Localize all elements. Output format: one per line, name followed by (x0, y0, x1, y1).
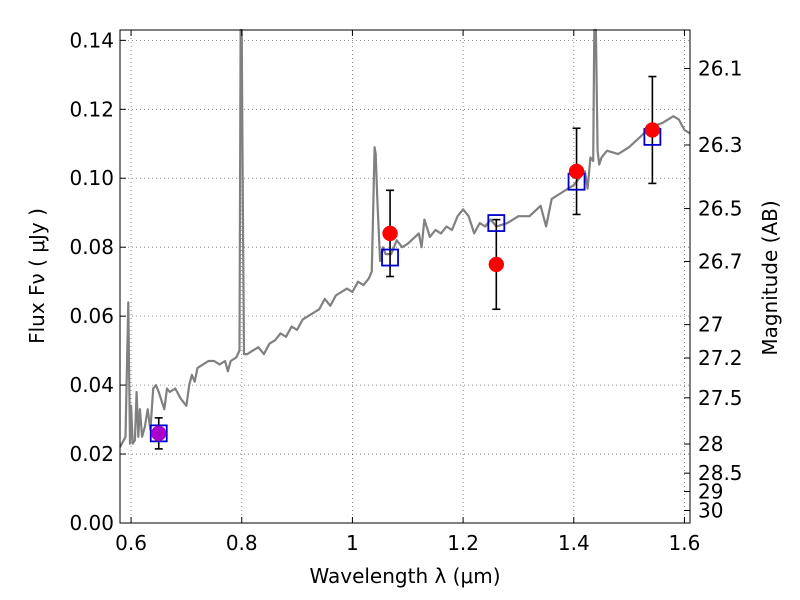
x-tick-label: 1.2 (447, 531, 479, 555)
x-tick-label: 1.6 (669, 531, 701, 555)
mag-tick-label: 26.7 (698, 249, 743, 273)
y-axis-title-right: Magnitude (AB) (758, 200, 782, 355)
observed-photometry-point (644, 122, 661, 138)
x-axis-title: Wavelength λ (μm) (309, 564, 500, 588)
model-photometry-square (381, 248, 399, 267)
y-axis-title: Flux Fν ( μJy ) (25, 208, 49, 344)
y-tick-label: 0.06 (69, 304, 114, 328)
observed-photometry-layer (150, 122, 661, 442)
mag-tick-label: 27 (698, 313, 723, 337)
y-tick-label: 0.14 (69, 28, 114, 52)
grid-layer (120, 30, 690, 524)
mag-tick-label: 26.5 (698, 197, 743, 221)
y-tick-label: 0.10 (69, 166, 114, 190)
ticks-layer: 0.6 0.8 1 1.2 1.4 1.6 0.00 0.02 0.04 0.06 0.08 0.10… (69, 28, 742, 555)
mag-tick-label: 26.1 (698, 57, 743, 81)
x-tick-label: 1.4 (558, 531, 590, 555)
y-tick-label: 0.00 (69, 511, 114, 535)
mag-tick-label: 28 (698, 432, 723, 456)
observed-photometry-point (568, 163, 585, 180)
mag-tick-label: 30 (698, 498, 723, 522)
mag-tick-label: 27.2 (698, 346, 743, 370)
model-photometry-square (149, 424, 168, 443)
x-tick-label: 1 (346, 531, 359, 555)
observed-photometry-point (150, 425, 167, 442)
x-tick-label: 0.8 (226, 531, 258, 555)
model-sed-layer (119, 28, 691, 448)
model-sed-line (119, 28, 691, 448)
y-tick-label: 0.02 (69, 442, 114, 466)
mag-tick-label: 27.5 (698, 386, 743, 410)
x-tick-label: 0.6 (115, 531, 147, 555)
plot-frame (119, 29, 691, 524)
y-tick-label: 0.04 (69, 373, 114, 397)
mag-tick-label: 26.3 (698, 133, 743, 157)
model-photometry-square (487, 214, 506, 232)
observed-photometry-point (382, 225, 398, 242)
mag-tick-label: 29 (698, 480, 723, 504)
y-tick-label: 0.12 (69, 97, 114, 121)
error-bars-layer (154, 75, 657, 450)
y-tick-label: 0.08 (69, 235, 114, 259)
mag-tick-label: 28.5 (698, 461, 743, 485)
observed-photometry-point (488, 256, 505, 273)
model-photometry-layer (149, 127, 662, 443)
